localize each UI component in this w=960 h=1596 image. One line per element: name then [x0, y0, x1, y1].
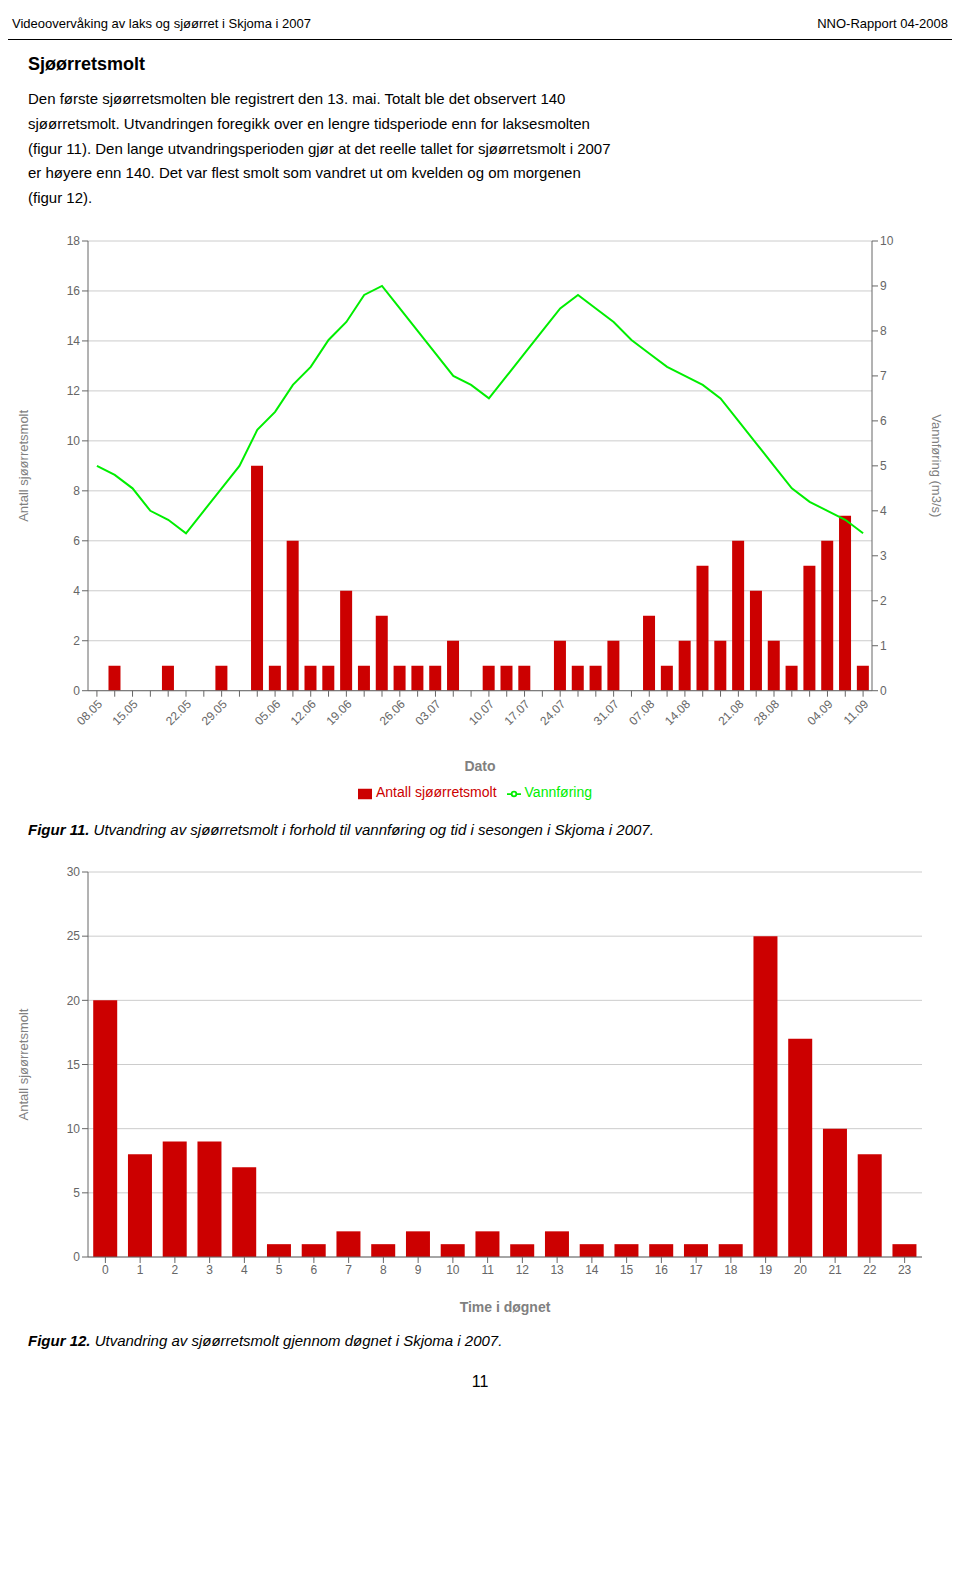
svg-text:Antall sjøørretsmolt: Antall sjøørretsmolt: [16, 409, 31, 521]
svg-text:2: 2: [172, 1262, 179, 1276]
html-text:Videoovervåking av laks og sjø: Videoovervåking av laks og sjøørret i Sk…: [12, 16, 311, 31]
svg-text:Dato: Dato: [464, 757, 495, 773]
svg-text:14: 14: [67, 334, 81, 348]
svg-text:8: 8: [73, 484, 80, 498]
svg-text:29.05: 29.05: [199, 696, 230, 727]
svg-text:2: 2: [73, 634, 80, 648]
svg-text:17: 17: [689, 1262, 703, 1276]
svg-text:8: 8: [380, 1262, 387, 1276]
svg-text:Vannføring (m3/s): Vannføring (m3/s): [929, 414, 944, 517]
svg-text:3: 3: [206, 1262, 213, 1276]
svg-text:15: 15: [620, 1262, 634, 1276]
html-text:sjøørretsmolt. Utvandringen fo: sjøørretsmolt. Utvandringen foregikk ove…: [28, 114, 590, 132]
svg-text:12: 12: [516, 1262, 530, 1276]
svg-text:7: 7: [880, 369, 887, 383]
svg-text:4: 4: [241, 1262, 248, 1276]
svg-text:22.05: 22.05: [163, 696, 194, 727]
svg-text:5: 5: [73, 1186, 80, 1200]
html-text:Den første sjøørretsmolten ble: Den første sjøørretsmolten ble registrer…: [28, 90, 566, 107]
svg-text:0: 0: [102, 1262, 109, 1276]
svg-text:07.08: 07.08: [626, 696, 657, 727]
svg-text:22: 22: [863, 1262, 877, 1276]
svg-text:6: 6: [311, 1262, 318, 1276]
svg-text:4: 4: [880, 504, 887, 518]
svg-text:19: 19: [759, 1262, 773, 1276]
svg-text:0: 0: [73, 1250, 80, 1264]
svg-text:20: 20: [67, 993, 81, 1007]
svg-text:10: 10: [67, 1122, 81, 1136]
svg-text:1: 1: [880, 639, 887, 653]
svg-text:28.08: 28.08: [751, 696, 782, 727]
svg-text:31.07: 31.07: [591, 696, 622, 727]
svg-text:14.08: 14.08: [662, 696, 693, 727]
svg-text:20: 20: [794, 1262, 808, 1276]
svg-text:4: 4: [73, 584, 80, 598]
svg-text:Antall sjøørretsmolt: Antall sjøørretsmolt: [16, 1008, 31, 1120]
svg-text:3: 3: [880, 549, 887, 563]
svg-text:17.07: 17.07: [502, 696, 533, 727]
svg-text:Time i døgnet: Time i døgnet: [460, 1299, 551, 1315]
svg-text:10: 10: [446, 1262, 460, 1276]
html-text:Sjøørretsmolt: Sjøørretsmolt: [28, 54, 145, 74]
svg-text:18: 18: [67, 234, 81, 248]
svg-text:16: 16: [655, 1262, 669, 1276]
svg-text:15.05: 15.05: [110, 696, 141, 727]
svg-text:18: 18: [724, 1262, 738, 1276]
svg-text:16: 16: [67, 284, 81, 298]
html-text:Figur 12. Utvandring av sjøørr: Figur 12. Utvandring av sjøørretsmolt gj…: [28, 1331, 503, 1349]
svg-text:2: 2: [880, 594, 887, 608]
svg-text:10: 10: [67, 434, 81, 448]
svg-text:10: 10: [880, 234, 894, 248]
svg-text:25: 25: [67, 929, 81, 943]
svg-text:05.06: 05.06: [252, 696, 283, 727]
html-text:NNO-Rapport 04-2008: NNO-Rapport 04-2008: [817, 16, 948, 31]
svg-text:24.07: 24.07: [537, 696, 568, 727]
svg-text:5: 5: [880, 459, 887, 473]
svg-text:04.09: 04.09: [804, 696, 835, 727]
svg-text:14: 14: [585, 1262, 599, 1276]
svg-text:11: 11: [481, 1262, 494, 1276]
svg-text:6: 6: [880, 414, 887, 428]
svg-text:11.09: 11.09: [841, 696, 872, 727]
svg-text:1: 1: [137, 1262, 144, 1276]
html-text:(figur 12).: (figur 12).: [28, 189, 93, 206]
html-text:Vannføring: Vannføring: [524, 784, 592, 801]
html-text:Figur 11. Utvandring av sjøørr: Figur 11. Utvandring av sjøørretsmolt i …: [28, 820, 654, 838]
svg-text:0: 0: [880, 684, 887, 698]
html-text:(figur 11). Den lange utvandri: (figur 11). Den lange utvandringsperiode…: [28, 139, 611, 157]
svg-text:6: 6: [73, 534, 80, 548]
svg-text:21.08: 21.08: [715, 696, 746, 727]
html-text:11: 11: [471, 1372, 489, 1390]
html-text:Antall sjøørretsmolt: Antall sjøørretsmolt: [376, 784, 497, 801]
svg-text:13: 13: [550, 1262, 564, 1276]
svg-text:26.06: 26.06: [377, 696, 408, 727]
svg-text:8: 8: [880, 324, 887, 338]
svg-text:21: 21: [828, 1262, 842, 1276]
svg-text:12.06: 12.06: [288, 696, 319, 727]
svg-text:10.07: 10.07: [466, 696, 497, 727]
svg-text:03.07: 03.07: [412, 696, 443, 727]
svg-text:19.06: 19.06: [323, 696, 354, 727]
svg-text:0: 0: [73, 684, 80, 698]
svg-text:9: 9: [415, 1262, 422, 1276]
svg-text:12: 12: [67, 384, 81, 398]
svg-text:15: 15: [67, 1058, 81, 1072]
svg-text:30: 30: [67, 865, 81, 879]
svg-text:5: 5: [276, 1262, 283, 1276]
html-text:er høyere enn 140. Det var fle: er høyere enn 140. Det var flest smolt s…: [28, 164, 581, 182]
svg-text:08.05: 08.05: [74, 696, 105, 727]
svg-text:7: 7: [345, 1262, 352, 1276]
svg-text:9: 9: [880, 279, 887, 293]
svg-text:23: 23: [898, 1262, 912, 1276]
